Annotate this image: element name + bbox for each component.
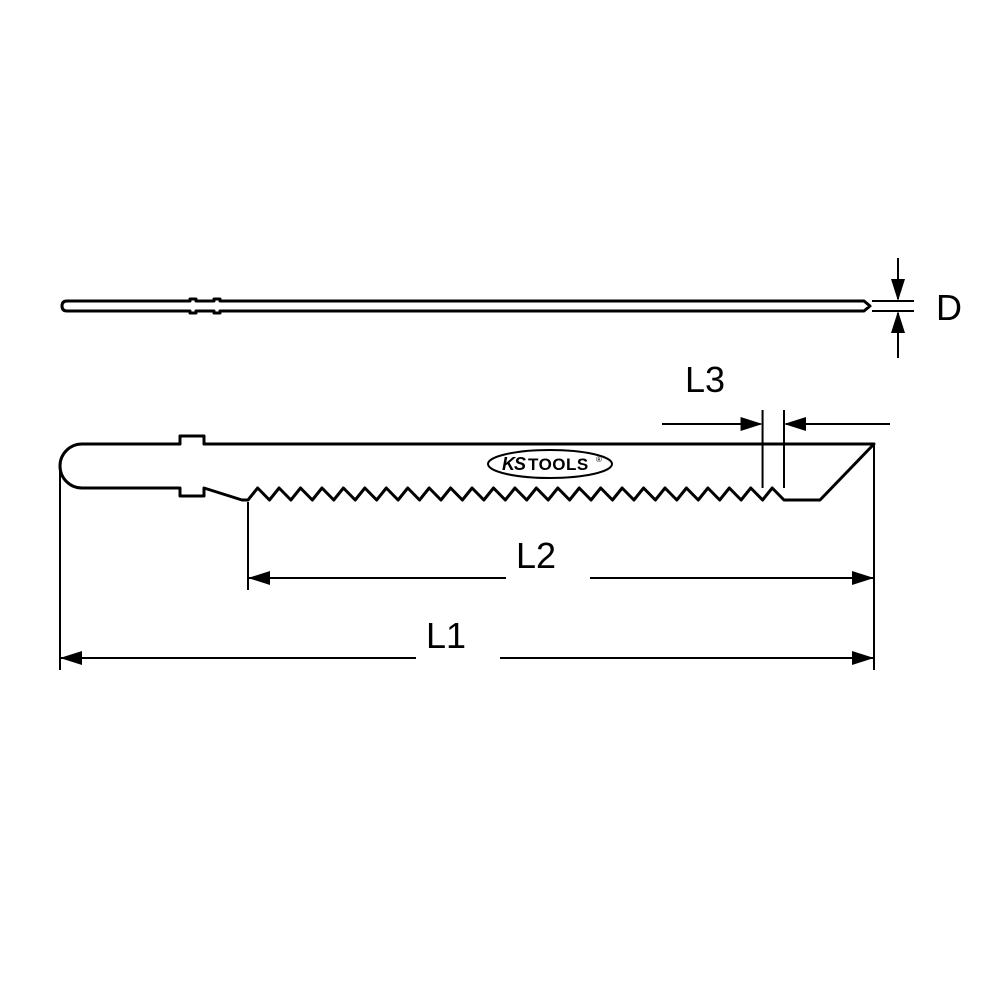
dim-label-l2: L2	[516, 535, 556, 576]
dim-arrowhead	[60, 651, 82, 665]
brand-reg: ®	[596, 455, 602, 464]
dim-label-l3: L3	[685, 359, 725, 400]
dim-arrowhead	[852, 651, 874, 665]
brand-text-s: S	[514, 454, 526, 474]
dim-label-l1: L1	[426, 615, 466, 656]
side-view-outline	[60, 436, 874, 500]
dim-label-d: D	[936, 287, 962, 328]
top-view-outline	[62, 299, 870, 313]
dim-arrowhead	[248, 571, 270, 585]
dim-arrowhead	[891, 279, 905, 301]
dim-arrowhead	[741, 417, 763, 431]
dim-arrowhead	[784, 417, 806, 431]
brand-text-tools: TOOLS	[528, 455, 589, 474]
dim-arrowhead	[891, 311, 905, 333]
dim-arrowhead	[852, 571, 874, 585]
